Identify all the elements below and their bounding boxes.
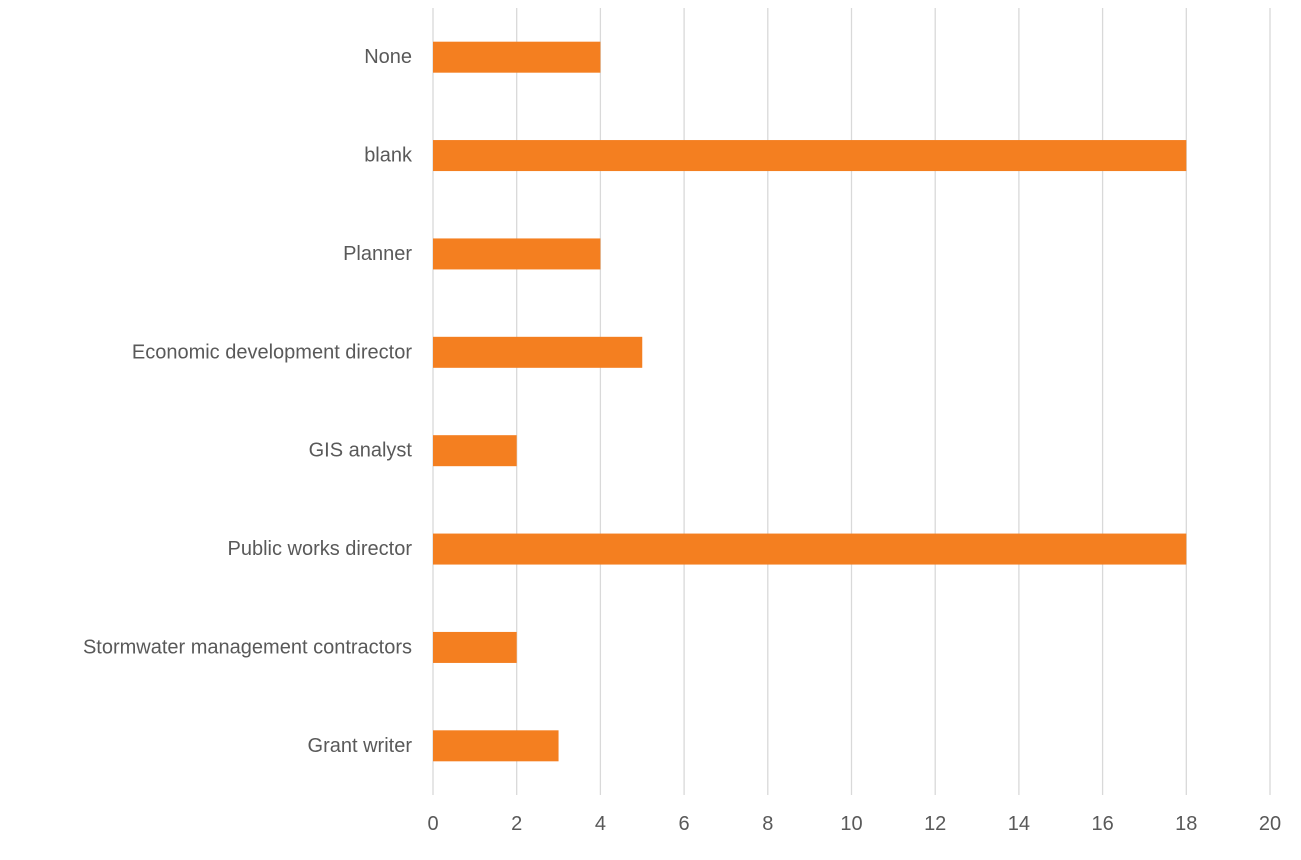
x-tick-label: 10 — [840, 813, 862, 835]
bar-none — [433, 41, 601, 73]
category-label: Economic development director — [132, 341, 412, 363]
category-labels: None blank Planner Economic development dir… — [83, 46, 413, 757]
category-label: Grant writer — [308, 735, 413, 757]
bar-gis-analyst — [433, 435, 517, 467]
x-axis-tick-labels: 0 2 4 6 8 10 12 14 16 18 20 — [427, 813, 1281, 835]
x-tick-label: 0 — [427, 813, 438, 835]
x-tick-label: 6 — [679, 813, 690, 835]
bars — [433, 41, 1187, 762]
gridlines — [432, 8, 1271, 795]
x-tick-label: 8 — [762, 813, 773, 835]
x-tick-label: 14 — [1008, 813, 1030, 835]
bar-economic-development-director — [433, 336, 643, 368]
category-label: Public works director — [227, 538, 412, 560]
category-label: Stormwater management contractors — [83, 636, 412, 658]
bar-stormwater-management-contractors — [433, 631, 517, 663]
bar-grant-writer — [433, 730, 559, 762]
category-label: None — [364, 46, 412, 68]
bar-blank — [433, 140, 1187, 172]
x-tick-label: 16 — [1091, 813, 1113, 835]
x-tick-label: 12 — [924, 813, 946, 835]
bar-planner — [433, 238, 601, 270]
x-tick-label: 20 — [1259, 813, 1281, 835]
category-label: GIS analyst — [309, 440, 413, 462]
category-label: Planner — [343, 243, 412, 265]
bar-public-works-director — [433, 533, 1187, 565]
x-tick-label: 2 — [511, 813, 522, 835]
x-tick-label: 18 — [1175, 813, 1197, 835]
category-label: blank — [364, 145, 413, 167]
x-tick-label: 4 — [595, 813, 606, 835]
